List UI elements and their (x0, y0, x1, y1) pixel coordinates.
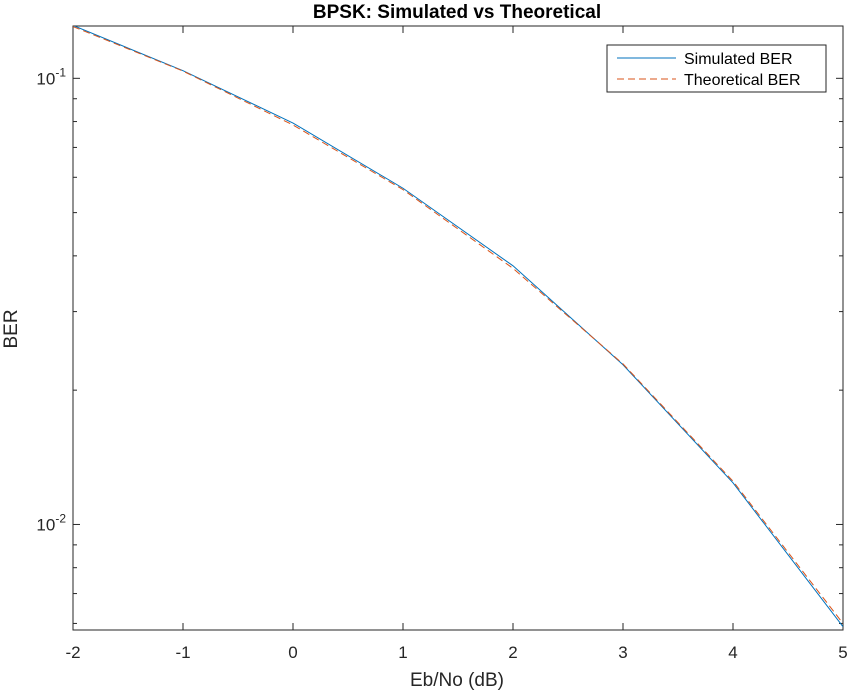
x-tick-label: 1 (398, 643, 407, 662)
axes-box (72, 25, 844, 631)
x-tick-label: 3 (618, 643, 627, 662)
y-tick-label: 10-2 (36, 511, 66, 534)
series-line-simulated (73, 26, 843, 627)
series-line-theoretical (73, 26, 843, 624)
legend-label: Theoretical BER (684, 72, 801, 89)
legend-box (606, 44, 827, 93)
legend-label: Simulated BER (684, 51, 793, 68)
y-axis-label: BER (1, 309, 22, 348)
x-tick-label: -1 (175, 643, 190, 662)
chart-title: BPSK: Simulated vs Theoretical (313, 2, 601, 23)
legend: Simulated BER Theoretical BER (606, 44, 827, 93)
x-tick-label: 0 (288, 643, 297, 662)
x-axis-label: Eb/No (dB) (410, 670, 504, 691)
x-tick-label: 5 (838, 643, 847, 662)
plot-area: -2 -1 0 1 2 3 4 5 10-1 10-2 (36, 25, 848, 662)
x-tick-label: -2 (65, 643, 80, 662)
x-tick-label: 4 (728, 643, 737, 662)
y-tick-label: 10-1 (36, 65, 66, 88)
x-tick-label: 2 (508, 643, 517, 662)
